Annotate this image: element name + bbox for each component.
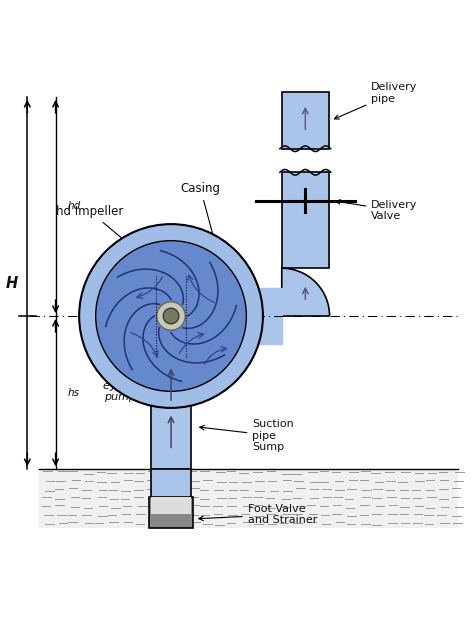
Bar — [282, 173, 329, 268]
Bar — [39, 469, 458, 528]
Text: eye of
pump: eye of pump — [103, 380, 138, 402]
Text: Delivery
pipe: Delivery pipe — [335, 82, 418, 119]
Text: hs: hs — [67, 387, 79, 398]
Circle shape — [163, 308, 179, 324]
Bar — [149, 497, 193, 528]
Bar — [151, 469, 191, 500]
Circle shape — [96, 241, 246, 391]
Text: Foot Valve
and Strainer: Foot Valve and Strainer — [199, 504, 317, 525]
Text: Suction
pipe
Sump: Suction pipe Sump — [200, 419, 294, 453]
PathPatch shape — [282, 268, 329, 316]
Text: Casing: Casing — [181, 182, 220, 246]
Text: H: H — [6, 276, 18, 291]
Bar — [282, 92, 329, 149]
Bar — [151, 497, 191, 514]
Text: hd Impeller: hd Impeller — [56, 205, 140, 253]
Text: hd: hd — [67, 202, 81, 212]
Circle shape — [157, 301, 185, 331]
Circle shape — [79, 224, 263, 408]
Bar — [151, 364, 191, 469]
Text: Delivery
Valve: Delivery Valve — [336, 200, 418, 221]
